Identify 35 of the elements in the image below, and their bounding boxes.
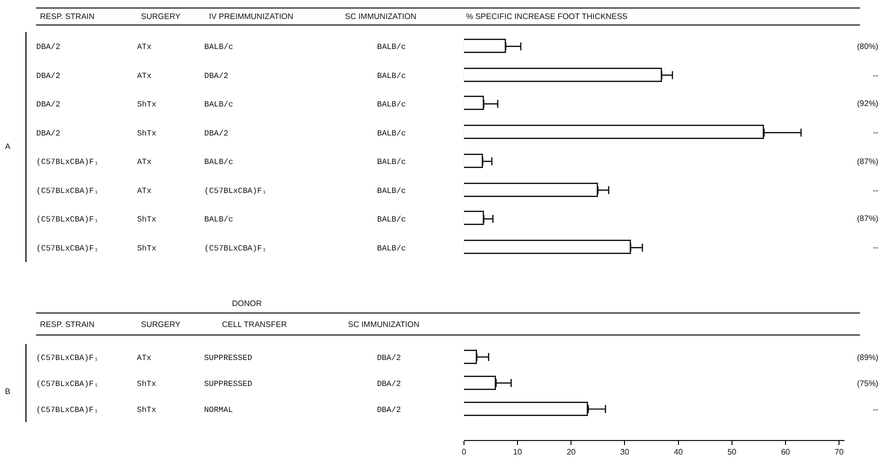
y-tick-label: DBA/2 ATx BALB/c BALB/c <box>36 43 406 52</box>
text: (87%) <box>857 157 879 166</box>
text: -- <box>873 128 879 137</box>
text: -- <box>873 243 879 252</box>
y-tick-label: (C57BLxCBA)F₁ ATx SUPPRESSED DBA/2 <box>36 354 402 363</box>
y-tick-label: (C57BLxCBA)F₁ ATx (C57BLxCBA)F₁ BALB/c <box>36 186 406 196</box>
text: (92%) <box>857 99 879 108</box>
text: -- <box>873 186 879 195</box>
y-tick-label: (C57BLxCBA)F₁ ShTx BALB/c BALB/c <box>36 216 406 225</box>
text: (75%) <box>857 379 879 388</box>
y-tick-label: DBA/2 ShTx BALB/c BALB/c <box>36 100 406 110</box>
x-tick-label: 70 <box>834 448 844 457</box>
x-tick-label: 30 <box>620 448 630 457</box>
chart-title: RESP. STRAIN SURGERY CELL TRANSFER SC IMMUNIZATION <box>40 320 420 329</box>
text: DONOR <box>232 299 262 308</box>
y-axis-title: A <box>5 142 11 151</box>
text: (80%) <box>857 42 879 51</box>
y-tick-label: (C57BLxCBA)F₁ ShTx (C57BLxCBA)F₁ BALB/c <box>36 244 406 254</box>
x-tick-label: 60 <box>781 448 791 457</box>
text: (89%) <box>857 353 879 362</box>
chart-title: RESP. STRAIN SURGERY IV PREIMMUNIZATION SC IMMUNIZATION % SPECIFIC INCREASE FOOT THICKNESS <box>40 12 628 21</box>
text: -- <box>873 71 879 80</box>
x-tick-label: 20 <box>566 448 576 457</box>
y-tick-label: DBA/2 ATx DBA/2 BALB/c <box>36 72 406 81</box>
y-tick-label: DBA/2 ShTx DBA/2 BALB/c <box>36 129 406 138</box>
y-tick-label: (C57BLxCBA)F₁ ShTx SUPPRESSED DBA/2 <box>36 380 402 389</box>
y-axis-title: B <box>5 387 10 396</box>
text: -- <box>873 405 879 414</box>
text: (87%) <box>857 214 879 223</box>
x-tick-label: 10 <box>513 448 523 457</box>
x-tick-label: 40 <box>674 448 684 457</box>
y-tick-label: (C57BLxCBA)F₁ ATx BALB/c BALB/c <box>36 158 406 168</box>
x-tick-label: 50 <box>727 448 737 457</box>
y-tick-label: (C57BLxCBA)F₁ ShTx NORMAL DBA/2 <box>36 406 402 415</box>
x-tick-label: 0 <box>462 448 467 457</box>
